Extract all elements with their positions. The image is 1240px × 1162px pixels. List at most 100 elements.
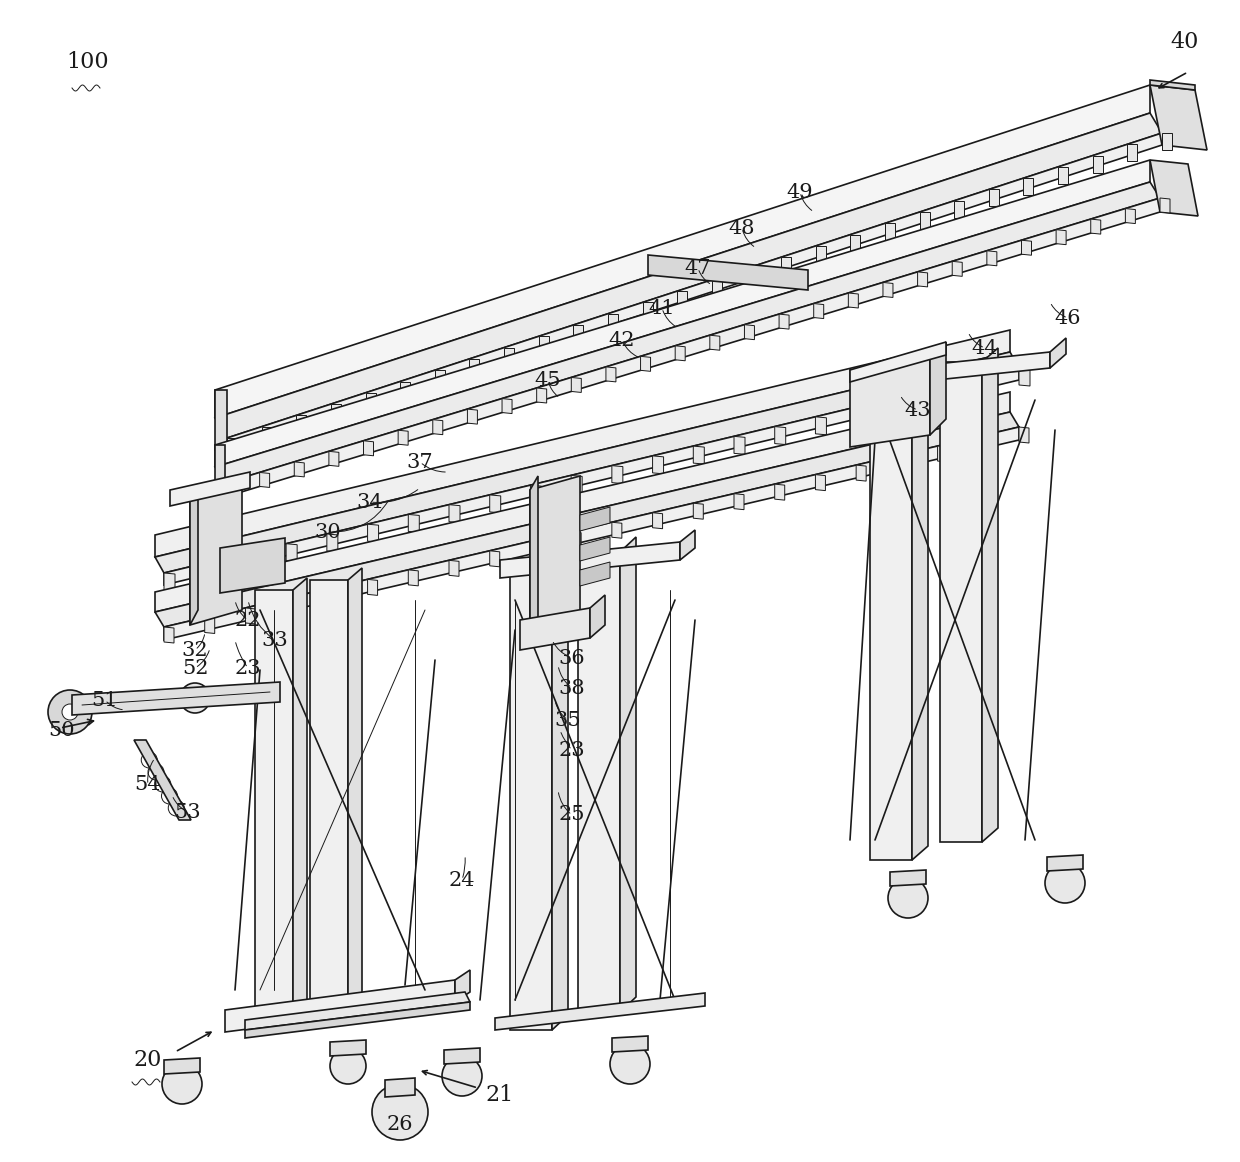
- Polygon shape: [502, 399, 512, 414]
- Polygon shape: [987, 251, 997, 266]
- Polygon shape: [363, 440, 373, 456]
- Circle shape: [334, 361, 342, 370]
- Polygon shape: [652, 512, 662, 529]
- Polygon shape: [746, 268, 756, 286]
- Text: 34: 34: [357, 493, 383, 511]
- Polygon shape: [611, 522, 621, 538]
- Circle shape: [919, 171, 926, 179]
- Text: 44: 44: [972, 338, 998, 358]
- Polygon shape: [883, 282, 893, 297]
- Polygon shape: [572, 532, 582, 547]
- Polygon shape: [1092, 156, 1102, 173]
- Polygon shape: [224, 198, 1159, 497]
- Polygon shape: [851, 235, 861, 252]
- Polygon shape: [918, 272, 928, 287]
- Polygon shape: [215, 160, 1149, 467]
- Circle shape: [180, 683, 210, 713]
- Polygon shape: [286, 598, 296, 615]
- Polygon shape: [205, 564, 216, 581]
- Polygon shape: [580, 537, 610, 561]
- Polygon shape: [1091, 220, 1101, 234]
- Circle shape: [567, 345, 574, 352]
- Polygon shape: [503, 347, 515, 365]
- Polygon shape: [367, 524, 378, 543]
- Polygon shape: [455, 970, 470, 1002]
- Text: 26: 26: [387, 1116, 413, 1134]
- Polygon shape: [608, 314, 618, 331]
- Circle shape: [888, 878, 928, 918]
- Polygon shape: [1126, 208, 1136, 223]
- Circle shape: [1035, 134, 1043, 141]
- Polygon shape: [1047, 855, 1083, 872]
- Polygon shape: [573, 325, 583, 342]
- Polygon shape: [164, 573, 175, 591]
- Text: 54: 54: [135, 775, 161, 795]
- Polygon shape: [861, 352, 1050, 388]
- Text: 30: 30: [315, 523, 341, 541]
- Text: 33: 33: [262, 631, 289, 650]
- Polygon shape: [781, 257, 791, 274]
- Text: 24: 24: [449, 870, 475, 889]
- Polygon shape: [890, 870, 926, 885]
- Text: 46: 46: [1055, 308, 1081, 328]
- Polygon shape: [293, 578, 308, 1030]
- Polygon shape: [870, 380, 911, 860]
- Polygon shape: [1022, 241, 1032, 256]
- Polygon shape: [286, 544, 298, 561]
- Polygon shape: [816, 417, 826, 435]
- Polygon shape: [552, 555, 568, 1030]
- Polygon shape: [401, 381, 410, 399]
- Polygon shape: [775, 485, 785, 500]
- Polygon shape: [155, 352, 1019, 573]
- Polygon shape: [190, 485, 242, 625]
- Polygon shape: [848, 293, 858, 308]
- Polygon shape: [937, 387, 949, 406]
- Circle shape: [48, 690, 92, 734]
- Polygon shape: [495, 994, 706, 1030]
- Text: 49: 49: [786, 182, 813, 201]
- Polygon shape: [164, 426, 1019, 640]
- Polygon shape: [408, 515, 419, 532]
- Polygon shape: [613, 1037, 649, 1052]
- Polygon shape: [215, 390, 227, 450]
- Polygon shape: [978, 378, 990, 396]
- Polygon shape: [920, 213, 930, 229]
- Polygon shape: [580, 507, 610, 531]
- Polygon shape: [246, 992, 470, 1030]
- Polygon shape: [190, 485, 198, 625]
- Circle shape: [451, 324, 459, 331]
- Polygon shape: [856, 465, 867, 481]
- Polygon shape: [816, 246, 826, 263]
- Polygon shape: [500, 541, 680, 578]
- Polygon shape: [215, 182, 1159, 483]
- Polygon shape: [744, 324, 754, 339]
- Polygon shape: [611, 466, 622, 483]
- Text: 22: 22: [234, 610, 262, 630]
- Polygon shape: [330, 1040, 366, 1056]
- Polygon shape: [952, 261, 962, 277]
- Circle shape: [918, 238, 925, 245]
- Polygon shape: [246, 608, 255, 624]
- Text: 38: 38: [559, 679, 585, 697]
- Polygon shape: [164, 627, 174, 643]
- Polygon shape: [734, 437, 745, 454]
- Polygon shape: [227, 438, 237, 456]
- Polygon shape: [259, 473, 269, 487]
- Text: 21: 21: [486, 1084, 515, 1106]
- Polygon shape: [1149, 80, 1195, 89]
- Circle shape: [610, 1043, 650, 1084]
- Circle shape: [62, 704, 78, 720]
- Polygon shape: [310, 580, 348, 1020]
- Polygon shape: [467, 409, 477, 424]
- Polygon shape: [1162, 132, 1172, 150]
- Circle shape: [450, 381, 458, 388]
- Polygon shape: [155, 330, 1011, 557]
- Polygon shape: [572, 378, 582, 393]
- Circle shape: [801, 274, 808, 281]
- Polygon shape: [1127, 144, 1137, 162]
- Polygon shape: [219, 538, 285, 593]
- Polygon shape: [1149, 160, 1198, 216]
- Polygon shape: [911, 366, 928, 860]
- Polygon shape: [155, 392, 1011, 612]
- Polygon shape: [1023, 178, 1033, 195]
